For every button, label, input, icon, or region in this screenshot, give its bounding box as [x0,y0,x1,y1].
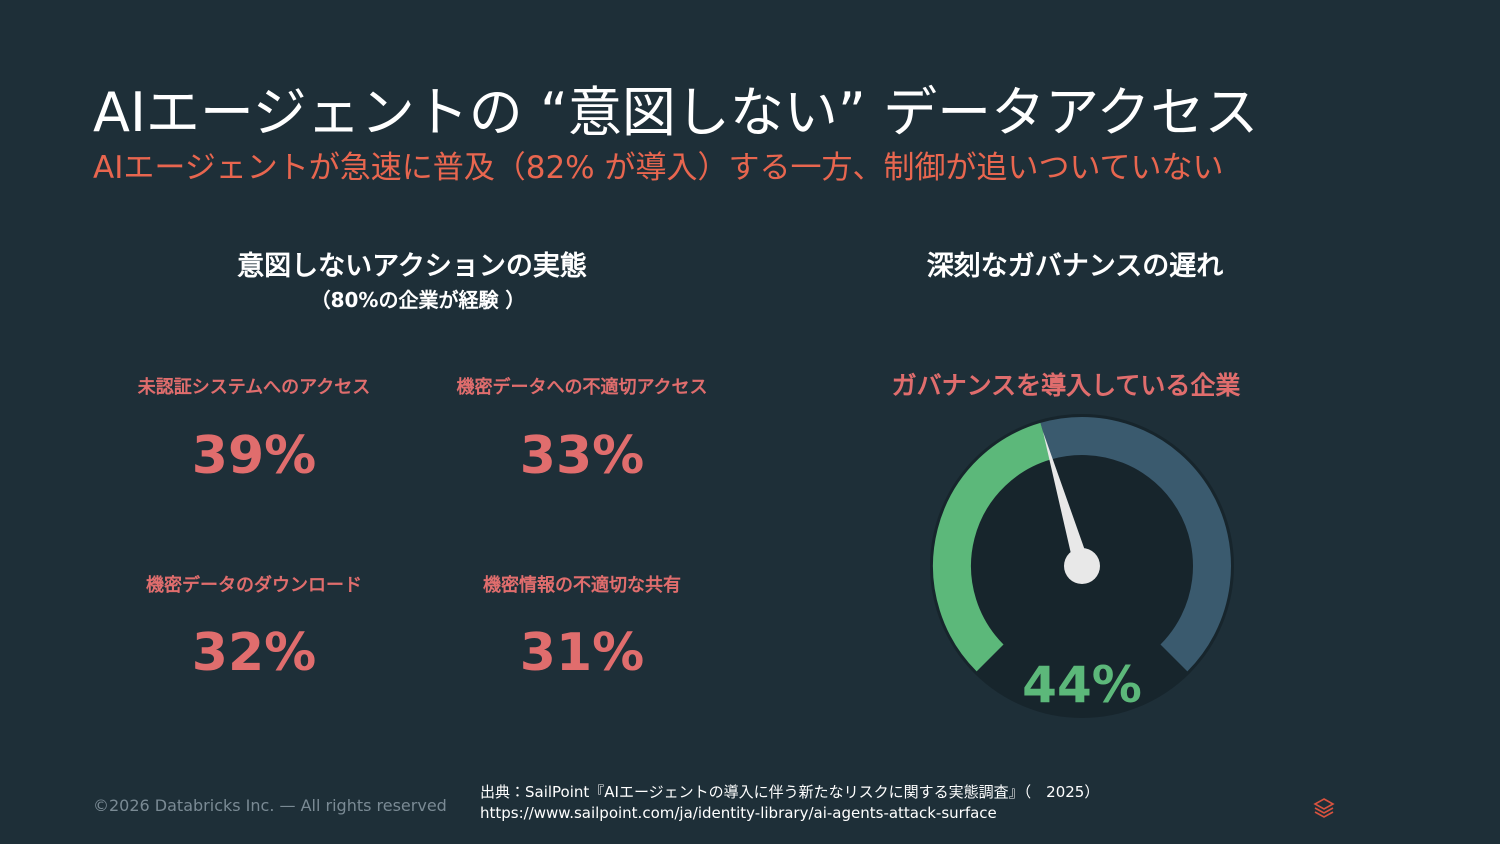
gauge-title: ガバナンスを導入している企業 [891,371,1241,400]
title: AIエージェントの “意図しない” データアクセス [93,81,1259,144]
copyright: ©2026 Databricks Inc. — All rights reser… [93,796,447,815]
source-url: https://www.sailpoint.com/ja/identity-li… [480,804,997,822]
source-text: 出典：SailPoint『AIエージェントの導入に伴う新たなリスクに関する実態調… [480,783,1100,801]
stat-label: 機密データへの不適切アクセス [456,377,708,398]
stat-value: 32% [191,623,317,683]
section-heading: 深刻なガバナンスの遅れ [926,251,1224,282]
logo [1313,798,1335,818]
gauge: 44% [930,414,1234,718]
gauge-needle [1042,431,1090,569]
gauge-track [1040,417,1231,672]
source: 出典：SailPoint『AIエージェントの導入に伴う新たなリスクに関する実態調… [480,782,1099,824]
stat-label: 機密データのダウンロード [146,575,362,596]
gauge-value: 44% [1022,656,1142,714]
section-heading: 意図しないアクションの実態 [237,251,587,282]
stat-value: 39% [191,426,317,486]
section-subheading: （80%の企業が経験 ） [310,288,526,312]
subtitle: AIエージェントが急速に普及（82% が導入）する一方、制御が追いついていない [93,150,1224,186]
gauge-fill [933,422,1052,672]
stat-value: 31% [519,623,645,683]
stat-label: 未認証システムへのアクセス [137,377,371,398]
stat-label: 機密情報の不適切な共有 [483,575,681,596]
stat-value: 33% [519,426,645,486]
gauge-hub [1064,548,1100,584]
